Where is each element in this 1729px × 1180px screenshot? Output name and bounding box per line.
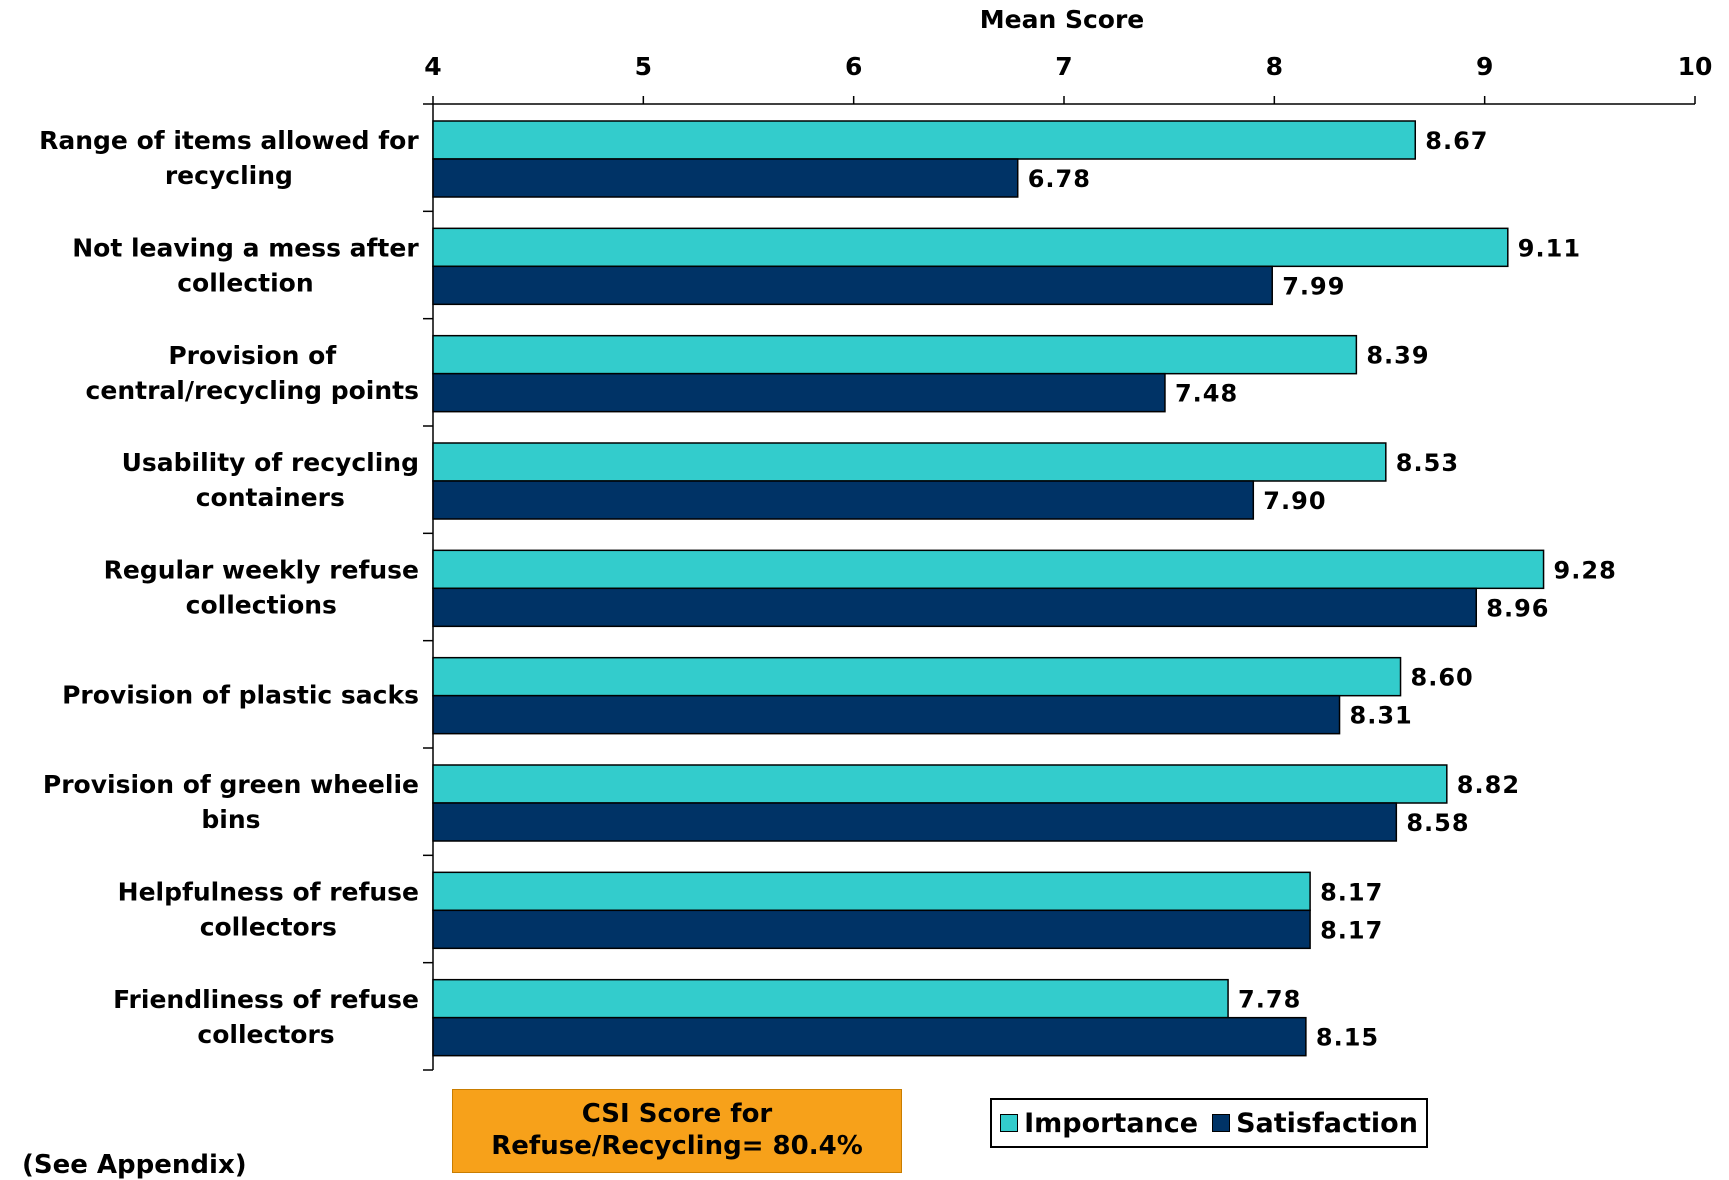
bar-importance xyxy=(432,334,1358,375)
category-label-line: Not leaving a mess after xyxy=(72,234,419,263)
data-label-importance: 8.82 xyxy=(1457,771,1520,799)
legend-swatch-importance xyxy=(1000,1114,1019,1132)
category-label-line: Helpfulness of refuse xyxy=(118,878,419,907)
bar-satisfaction xyxy=(432,1016,1307,1057)
category-label-line: bins xyxy=(201,805,260,834)
data-label-importance: 9.11 xyxy=(1518,234,1581,262)
bar-importance xyxy=(432,120,1417,160)
category-label-line: Usability of recycling xyxy=(122,448,419,477)
data-label-importance: 8.39 xyxy=(1366,342,1429,370)
category-label-line: collectors xyxy=(200,913,337,942)
bar-importance xyxy=(432,871,1311,912)
category-label-line: recycling xyxy=(165,161,293,190)
data-label-satisfaction: 8.96 xyxy=(1486,594,1549,622)
category-label-line: Provision of plastic sacks xyxy=(62,680,419,709)
bar-satisfaction xyxy=(432,694,1341,735)
category-label-line: Friendliness of refuse xyxy=(113,985,419,1014)
x-tick-label: 6 xyxy=(845,52,862,81)
category-label-line: Range of items allowed for xyxy=(39,126,419,155)
x-tick-label: 5 xyxy=(635,52,652,81)
legend-label-importance: Importance xyxy=(1024,1107,1199,1139)
category-label-line: Provision of xyxy=(168,341,337,370)
category-label: Provision of plastic sacks xyxy=(62,680,419,709)
bar-satisfaction xyxy=(432,372,1166,413)
csi-score-line1: CSI Score for xyxy=(581,1099,773,1129)
bar-satisfaction xyxy=(432,480,1255,520)
data-label-importance: 7.78 xyxy=(1238,986,1301,1014)
category-label: Usability of recycling containers xyxy=(122,448,419,512)
category-label: Helpfulness of refuse collectors xyxy=(118,878,419,942)
category-label-line: containers xyxy=(196,483,345,512)
data-label-satisfaction: 8.58 xyxy=(1406,809,1469,837)
bar-satisfaction xyxy=(432,802,1398,842)
data-label-satisfaction: 7.99 xyxy=(1282,272,1345,300)
bar-satisfaction xyxy=(432,265,1273,306)
csi-score-line2: Refuse/Recycling= 80.4% xyxy=(491,1131,863,1161)
category-label-line: collection xyxy=(177,269,313,298)
csi-score-box: CSI Score for Refuse/Recycling= 80.4% xyxy=(452,1089,902,1173)
bar-satisfaction xyxy=(432,587,1478,628)
bar-importance xyxy=(432,978,1229,1019)
category-label-line: collections xyxy=(186,591,337,620)
bar-importance xyxy=(432,764,1448,804)
category-label-line: Regular weekly refuse xyxy=(104,556,419,585)
data-label-satisfaction: 8.17 xyxy=(1320,916,1383,944)
data-label-satisfaction: 6.78 xyxy=(1028,165,1091,193)
category-label-line: Provision of green wheelie xyxy=(43,770,419,799)
data-label-satisfaction: 8.15 xyxy=(1316,1024,1379,1052)
bar-satisfaction xyxy=(432,909,1311,950)
category-label: Regular weekly refuse collections xyxy=(104,556,419,620)
category-label: Not leaving a mess after collection xyxy=(72,234,419,298)
category-label: Range of items allowed for recycling xyxy=(39,126,419,190)
category-label-line: collectors xyxy=(197,1020,334,1049)
x-axis-title: Mean Score xyxy=(980,5,1145,34)
bar-satisfaction xyxy=(432,158,1019,198)
category-label: Friendliness of refuse collectors xyxy=(113,985,419,1049)
data-label-importance: 8.17 xyxy=(1320,878,1383,906)
legend-item-importance: Importance xyxy=(1000,1108,1198,1139)
x-tick-label: 7 xyxy=(1055,52,1072,81)
data-label-satisfaction: 7.48 xyxy=(1175,380,1238,408)
data-label-satisfaction: 8.31 xyxy=(1350,702,1413,730)
data-label-importance: 8.53 xyxy=(1396,449,1459,477)
data-label-importance: 8.60 xyxy=(1411,664,1474,692)
bar-importance xyxy=(432,549,1545,590)
data-label-importance: 9.28 xyxy=(1554,556,1617,584)
category-label: Provision of green wheelie bins xyxy=(43,770,419,834)
x-tick-label: 9 xyxy=(1476,52,1493,81)
category-label: Provision of central/recycling points xyxy=(86,341,419,405)
data-label-satisfaction: 7.90 xyxy=(1263,487,1326,515)
legend-item-satisfaction: Satisfaction xyxy=(1212,1108,1418,1139)
bar-importance xyxy=(432,442,1387,482)
chart-legend: Importance Satisfaction xyxy=(990,1098,1428,1148)
x-tick-label: 4 xyxy=(424,52,441,81)
bar-importance xyxy=(432,656,1402,697)
x-tick-label: 10 xyxy=(1678,52,1713,81)
bar-importance xyxy=(432,227,1509,268)
legend-label-satisfaction: Satisfaction xyxy=(1236,1107,1418,1139)
category-label-line: central/recycling points xyxy=(86,376,419,405)
data-label-importance: 8.67 xyxy=(1425,127,1488,155)
legend-swatch-satisfaction xyxy=(1212,1114,1231,1132)
x-tick-label: 8 xyxy=(1266,52,1283,81)
footnote: (See Appendix) xyxy=(22,1150,247,1180)
